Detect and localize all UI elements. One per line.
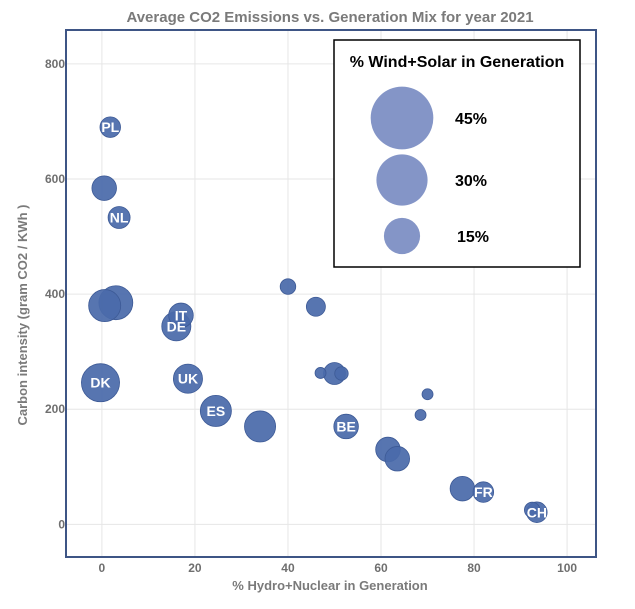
data-point bbox=[414, 409, 427, 421]
y-tick-label: 400 bbox=[45, 287, 65, 301]
data-point bbox=[524, 501, 541, 519]
x-tick-label: 60 bbox=[374, 561, 388, 575]
data-point bbox=[99, 116, 121, 138]
legend-bubble bbox=[376, 154, 428, 206]
legend-bubble bbox=[383, 217, 421, 255]
legend-bubble bbox=[370, 86, 434, 150]
point-label: NL bbox=[110, 210, 129, 226]
data-point bbox=[334, 366, 349, 381]
y-tick-label: 800 bbox=[45, 57, 65, 71]
point-label: DE bbox=[167, 318, 186, 334]
data-point bbox=[168, 302, 194, 329]
point-label: UK bbox=[178, 371, 198, 387]
legend-entry-label: 30% bbox=[455, 173, 487, 190]
point-label: PL bbox=[101, 119, 119, 135]
y-axis-label: Carbon intensity (gram CO2 / KWh ) bbox=[15, 204, 30, 425]
point-label: BE bbox=[336, 418, 355, 434]
chart-title: Average CO2 Emissions vs. Generation Mix… bbox=[126, 9, 533, 26]
data-point bbox=[314, 367, 327, 379]
legend-entry-label: 45% bbox=[455, 111, 487, 128]
legend-entries: 45% 30% 15% bbox=[370, 86, 489, 255]
legend-title: % Wind+Solar in Generation bbox=[350, 54, 565, 71]
data-point bbox=[279, 278, 297, 295]
data-point bbox=[449, 475, 476, 502]
y-tick-label: 200 bbox=[45, 402, 65, 416]
data-point bbox=[172, 363, 203, 394]
data-point bbox=[91, 175, 117, 201]
x-tick-label: 20 bbox=[188, 561, 202, 575]
y-tick-label: 600 bbox=[45, 172, 65, 186]
x-axis-label: % Hydro+Nuclear in Generation bbox=[232, 578, 427, 593]
point-label: DK bbox=[90, 375, 110, 391]
x-tick-label: 0 bbox=[99, 561, 106, 575]
data-point bbox=[421, 388, 434, 401]
point-label: FR bbox=[474, 484, 493, 500]
data-point bbox=[199, 394, 232, 427]
x-tick-label: 80 bbox=[467, 561, 481, 575]
point-label: ES bbox=[207, 403, 226, 419]
data-point bbox=[305, 296, 326, 317]
data-point bbox=[81, 363, 120, 403]
legend-entry-label: 15% bbox=[457, 229, 489, 246]
data-point bbox=[107, 206, 131, 229]
x-tick-label: 100 bbox=[557, 561, 577, 575]
data-point bbox=[88, 289, 122, 323]
data-point bbox=[333, 413, 359, 440]
point-label: CH bbox=[527, 504, 547, 520]
x-tick-label: 40 bbox=[281, 561, 295, 575]
plot-frame bbox=[65, 29, 597, 558]
data-point bbox=[244, 410, 277, 443]
axis-ticks: 0 20 40 60 80 100 0 200 400 600 800 bbox=[45, 57, 577, 575]
legend-box bbox=[333, 39, 581, 268]
y-tick-label: 0 bbox=[58, 517, 65, 531]
data-points bbox=[81, 116, 548, 523]
data-point bbox=[384, 446, 410, 472]
legend: % Wind+Solar in Generation 45% 30% 15% bbox=[333, 39, 581, 268]
data-point bbox=[472, 481, 495, 503]
point-label: IT bbox=[175, 307, 188, 323]
